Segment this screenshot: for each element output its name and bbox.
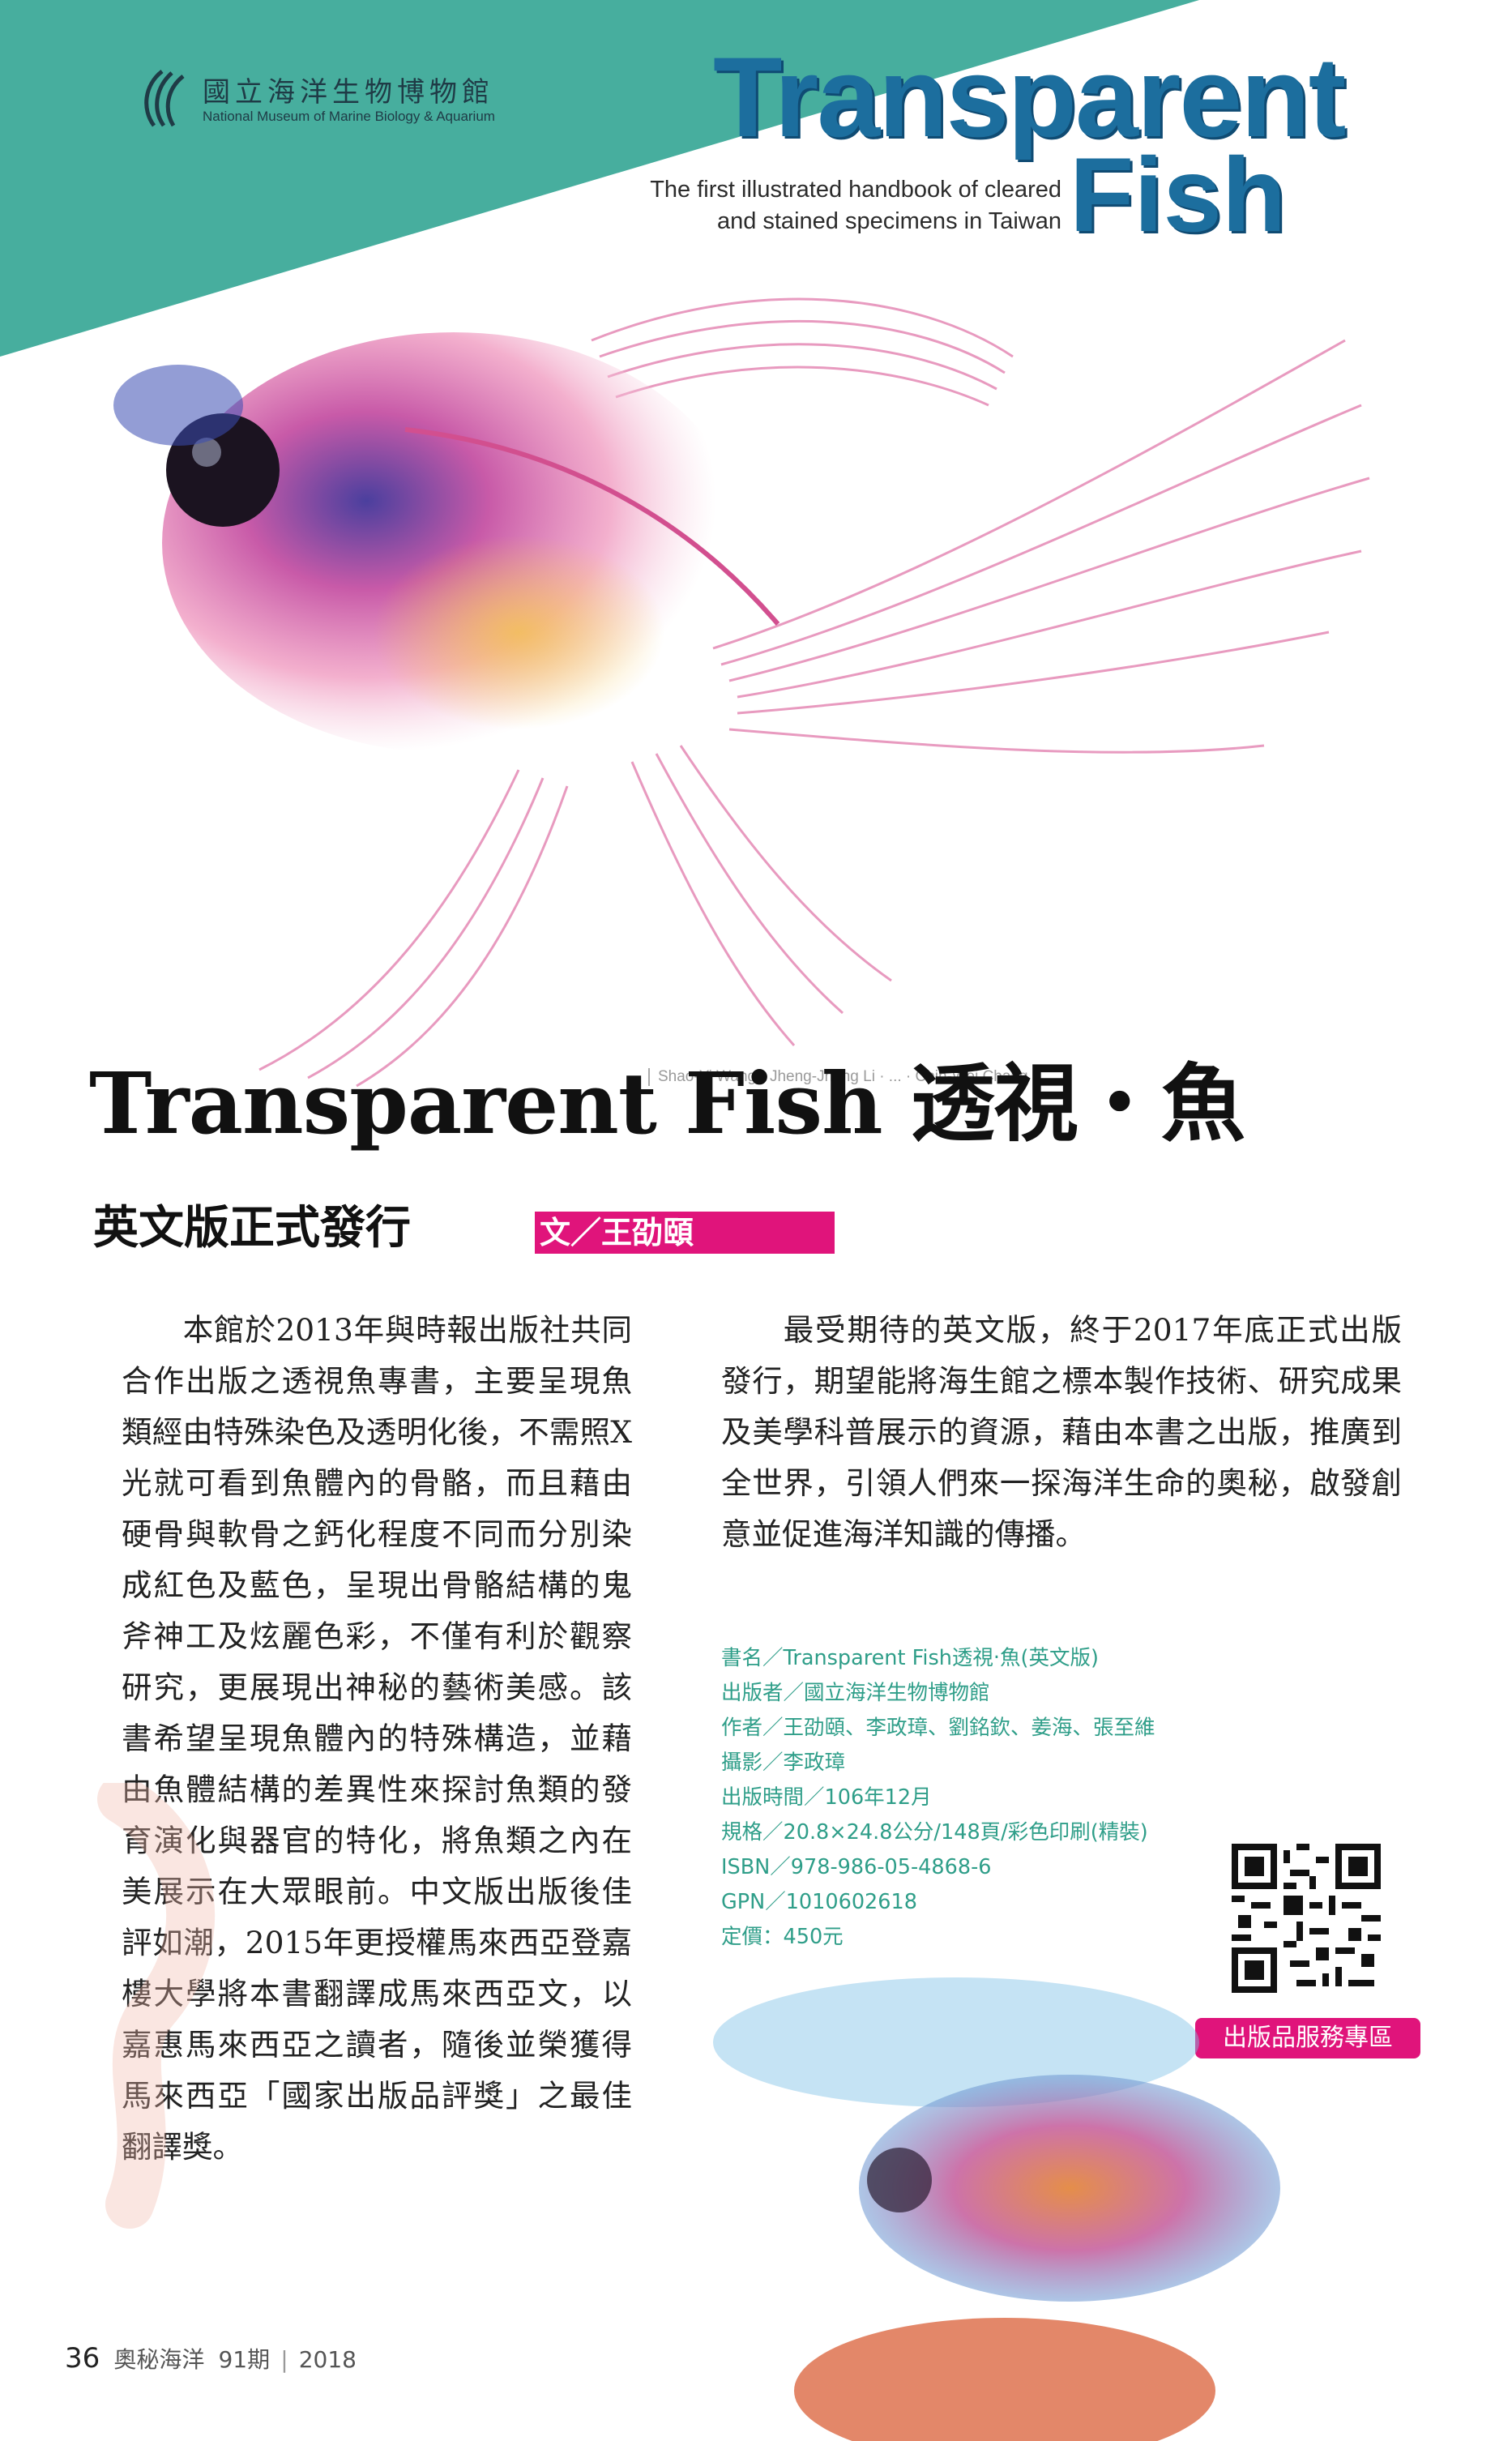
- page-footer: 36 奧秘海洋 91期 | 2018: [65, 2342, 357, 2375]
- info-title: 書名／Transparent Fish透視‧魚(英文版): [721, 1646, 1099, 1670]
- info-gpn: GPN／1010602618: [721, 1890, 917, 1914]
- footer-separator: |: [280, 2346, 288, 2373]
- body-paragraph-right: 最受期待的英文版，終于2017年底正式出版發行，期望能將海生館之標本製作技術、研…: [721, 1305, 1402, 1560]
- book-title-fish: Fish: [1070, 135, 1287, 254]
- museum-logo: 國立海洋生物博物館 National Museum of Marine Biol…: [138, 65, 495, 130]
- seahorse-photo: [97, 1783, 216, 2229]
- photo-credit: Shao-Yi Wang · Jheng-Jhang Li · ... · Ch…: [648, 1068, 1028, 1086]
- book-info-list: 書名／Transparent Fish透視‧魚(英文版) 出版者／國立海洋生物博…: [721, 1641, 1321, 1955]
- article-title: Transparent Fish 透視‧魚: [89, 1054, 1245, 1153]
- issue-number: 91期: [218, 2346, 271, 2373]
- magazine-name: 奧秘海洋: [113, 2346, 205, 2373]
- page-number: 36: [65, 2342, 100, 2375]
- info-publish-date: 出版時間／106年12月: [721, 1785, 932, 1810]
- museum-name-en: National Museum of Marine Biology & Aqua…: [203, 109, 495, 124]
- qr-code-icon[interactable]: [1232, 1844, 1381, 1993]
- header-teal-band: [0, 0, 1199, 357]
- publication-service-button[interactable]: 出版品服務專區: [1195, 2018, 1420, 2058]
- wave-logo-icon: [144, 70, 185, 127]
- transparent-fish-photo: [113, 297, 1370, 1088]
- author-byline: 文／王劭頤: [535, 1212, 835, 1254]
- info-photography: 攝影／李政璋: [721, 1751, 846, 1775]
- book-title-transparent: Transparent: [713, 33, 1346, 160]
- info-isbn: ISBN／978-986-05-4868-6: [721, 1855, 992, 1879]
- issue-year: 2018: [298, 2346, 357, 2373]
- museum-name-cn: 國立海洋生物博物館: [203, 76, 494, 109]
- info-authors: 作者／王劭頤、李政璋、劉銘欽、姜海、張至維: [721, 1716, 1155, 1740]
- info-price: 定價：450元: [721, 1925, 844, 1949]
- body-paragraph-left: 本館於2013年與時報出版社共同合作出版之透視魚專書，主要呈現魚類經由特殊染色及…: [122, 1305, 632, 2173]
- paragraph-left-text: 本館於2013年與時報出版社共同合作出版之透視魚專書，主要呈現魚類經由特殊染色及…: [122, 1312, 632, 2165]
- article-subtitle: 英文版正式發行: [93, 1201, 411, 1255]
- paragraph-right-text: 最受期待的英文版，終于2017年底正式出版發行，期望能將海生館之標本製作技術、研…: [721, 1312, 1402, 1552]
- info-specs: 規格／20.8×24.8公分/148頁/彩色印刷(精裝): [721, 1820, 1148, 1845]
- info-publisher: 出版者／國立海洋生物博物館: [721, 1681, 990, 1705]
- book-tagline: The first illustrated handbook of cleare…: [650, 177, 1061, 235]
- bottom-fish-photo: [713, 1977, 1280, 2441]
